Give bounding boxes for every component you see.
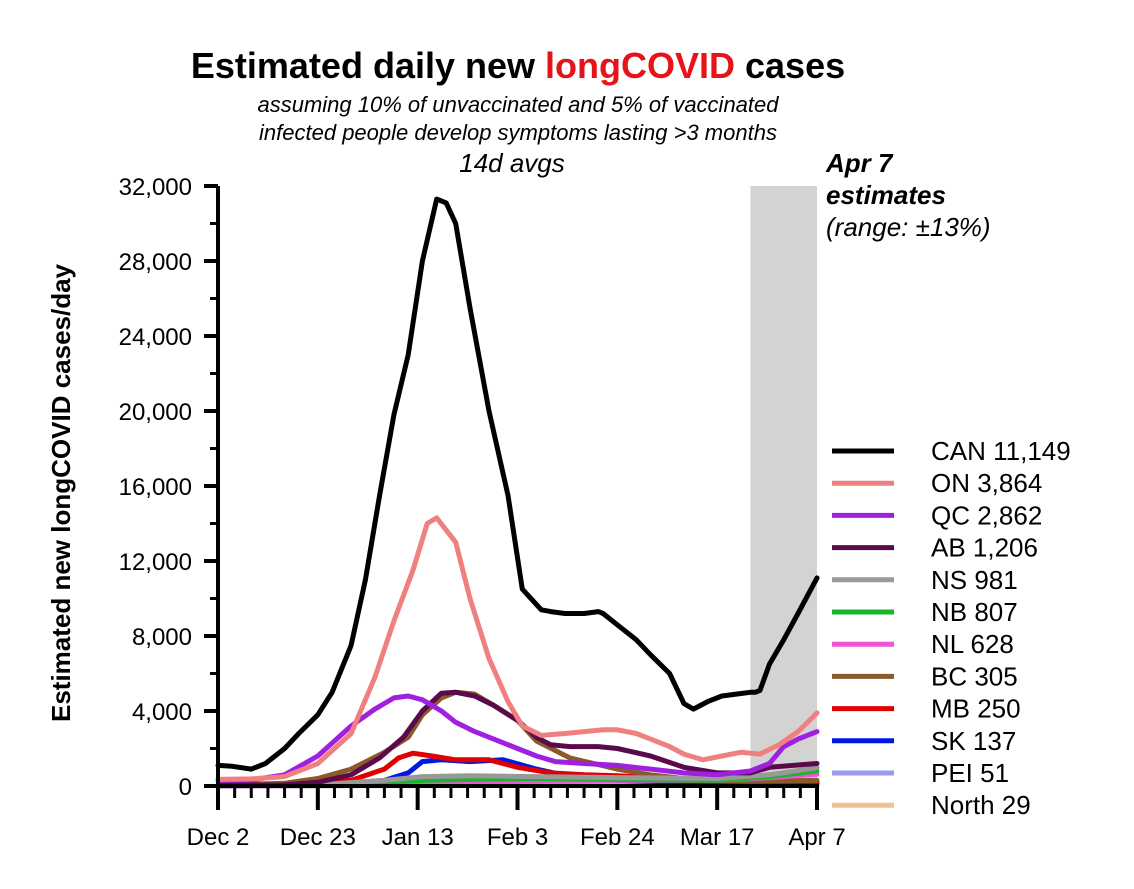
legend-label-nb: NB 807	[931, 597, 1018, 627]
x-tick-label: Mar 17	[680, 824, 755, 851]
estimate-label-title: estimates	[826, 180, 946, 210]
series-line-can	[215, 196, 820, 772]
legend-label-can: CAN 11,149	[931, 436, 1071, 466]
subtitle-line-3: 14d avgs	[459, 148, 565, 178]
estimate-label-date: Apr 7	[825, 148, 894, 178]
x-tick-label: Jan 13	[382, 824, 454, 851]
legend-label-qc: QC 2,862	[931, 500, 1042, 530]
subtitle-line-2: infected people develop symptoms lasting…	[259, 120, 777, 145]
y-tick-label: 8,000	[132, 624, 192, 651]
chart-title: Estimated daily new longCOVID cases	[191, 45, 845, 86]
y-tick-label: 0	[179, 774, 192, 801]
legend-label-ab: AB 1,206	[931, 533, 1038, 563]
legend-label-ns: NS 981	[931, 565, 1018, 595]
series-line-ns	[215, 765, 820, 788]
x-tick-label: Apr 7	[788, 824, 845, 851]
title-highlight: longCOVID	[545, 45, 735, 86]
y-axis-title: Estimated new longCOVID cases/day	[46, 263, 76, 722]
legend-label-on: ON 3,864	[931, 468, 1042, 498]
legend-label-pei: PEI 51	[931, 758, 1009, 788]
legend-label-mb: MB 250	[931, 694, 1021, 724]
estimate-shaded-region	[750, 186, 817, 786]
x-tick-label: Feb 24	[580, 824, 655, 851]
x-tick-label: Feb 3	[487, 824, 548, 851]
legend-label-north: North 29	[931, 790, 1031, 820]
title-suffix: cases	[735, 45, 845, 86]
estimate-label-range: (range: ±13%)	[826, 212, 991, 242]
y-tick-label: 12,000	[119, 549, 192, 576]
title-prefix: Estimated daily new	[191, 45, 545, 86]
legend-label-sk: SK 137	[931, 726, 1016, 756]
y-tick-label: 16,000	[119, 474, 192, 501]
subtitle-line-1: assuming 10% of unvaccinated and 5% of v…	[258, 92, 780, 117]
y-tick-label: 4,000	[132, 699, 192, 726]
series-line-on	[215, 515, 820, 782]
y-tick-label: 20,000	[119, 399, 192, 426]
y-tick-label: 24,000	[119, 324, 192, 351]
y-tick-label: 28,000	[119, 249, 192, 276]
x-tick-label: Dec 23	[280, 824, 356, 851]
x-tick-label: Dec 2	[187, 824, 250, 851]
legend-label-bc: BC 305	[931, 661, 1018, 691]
legend-label-nl: NL 628	[931, 629, 1014, 659]
y-tick-label: 32,000	[119, 174, 192, 201]
